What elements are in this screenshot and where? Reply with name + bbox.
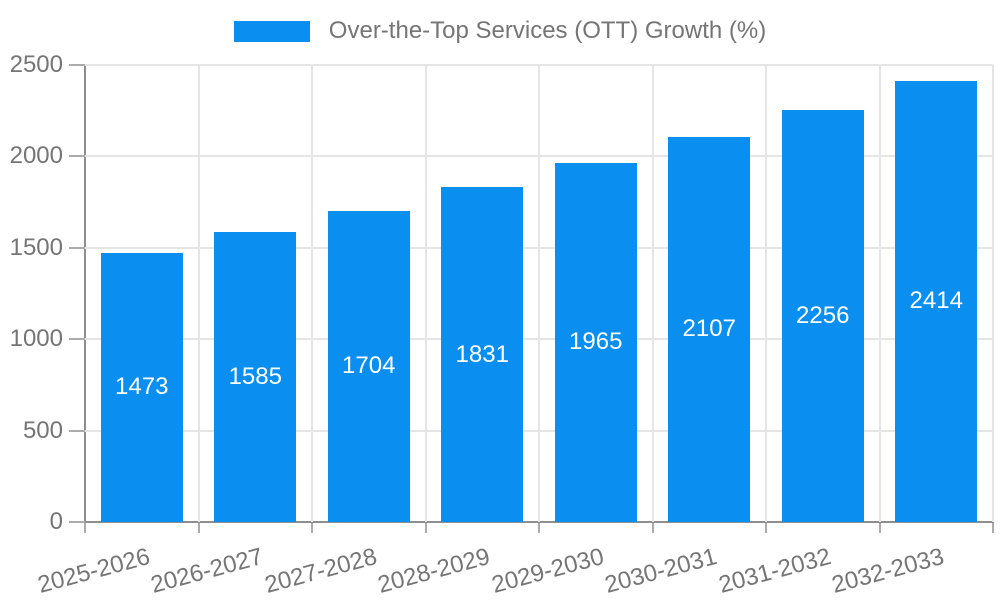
legend-swatch-icon [233, 20, 310, 42]
bar-value-label: 1831 [455, 340, 509, 368]
bar-2029-2030[interactable]: 1965 [554, 162, 637, 522]
bar-2032-2033[interactable]: 2414 [895, 80, 978, 522]
plot-area: 1473 1585 1704 1831 1965 2107 2256 2414 [85, 64, 994, 522]
y-axis-tick [69, 429, 85, 432]
bar-value-label: 2414 [909, 287, 963, 315]
chart-legend[interactable]: Over-the-Top Services (OTT) Growth (%) [0, 17, 1000, 45]
bar-2027-2028[interactable]: 1704 [327, 210, 410, 522]
x-axis-tick [197, 523, 200, 533]
v-gridline [311, 65, 313, 522]
v-gridline [651, 65, 654, 522]
x-axis-tick [992, 523, 994, 533]
v-gridline [992, 65, 994, 522]
y-axis-tick [69, 246, 85, 249]
bar-2026-2027[interactable]: 1585 [214, 232, 297, 522]
x-axis-line [84, 521, 994, 523]
x-axis-tick [84, 523, 86, 533]
y-axis-line [84, 65, 86, 524]
bar-value-label: 1473 [115, 373, 169, 401]
x-axis-tick [765, 523, 767, 533]
y-axis-tick [69, 64, 85, 66]
y-tick-label: 2500 [9, 51, 63, 78]
y-axis-tick [69, 155, 85, 158]
x-tick-label: 2029-2030 [488, 543, 607, 599]
x-tick-label: 2032-2033 [829, 543, 948, 599]
bar-value-label: 2107 [682, 315, 736, 343]
y-axis-tick [69, 338, 85, 341]
x-axis-tick [651, 523, 654, 533]
legend-label: Over-the-Top Services (OTT) Growth (%) [328, 17, 767, 44]
y-axis-tick [69, 521, 85, 523]
x-axis-tick [538, 523, 540, 533]
x-tick-label: 2028-2029 [375, 543, 494, 599]
x-axis-tick [424, 523, 427, 533]
v-gridline [765, 65, 767, 522]
bar-value-label: 1704 [342, 352, 396, 380]
y-tick-label: 2000 [9, 142, 63, 170]
v-gridline [538, 65, 540, 522]
y-tick-label: 1000 [9, 325, 63, 353]
bar-2028-2029[interactable]: 1831 [441, 187, 524, 522]
bar-2030-2031[interactable]: 2107 [668, 136, 751, 522]
x-axis-tick [311, 523, 313, 533]
x-axis-tick [878, 523, 881, 533]
bar-2031-2032[interactable]: 2256 [781, 109, 864, 522]
x-tick-label: 2031-2032 [715, 543, 834, 599]
v-gridline [878, 65, 881, 522]
y-tick-label: 1500 [9, 233, 63, 261]
x-tick-label: 2030-2031 [602, 543, 721, 599]
v-gridline [424, 65, 427, 522]
v-gridline [197, 65, 200, 522]
bar-value-label: 1585 [228, 363, 282, 391]
x-tick-label: 2025-2026 [34, 543, 153, 599]
y-tick-label: 0 [49, 508, 63, 535]
bar-2025-2026[interactable]: 1473 [100, 252, 183, 522]
bar-value-label: 2256 [796, 301, 850, 329]
x-tick-label: 2027-2028 [261, 543, 380, 599]
x-tick-label: 2026-2027 [148, 543, 267, 599]
bar-value-label: 1965 [569, 328, 623, 356]
y-tick-label: 500 [22, 416, 63, 444]
